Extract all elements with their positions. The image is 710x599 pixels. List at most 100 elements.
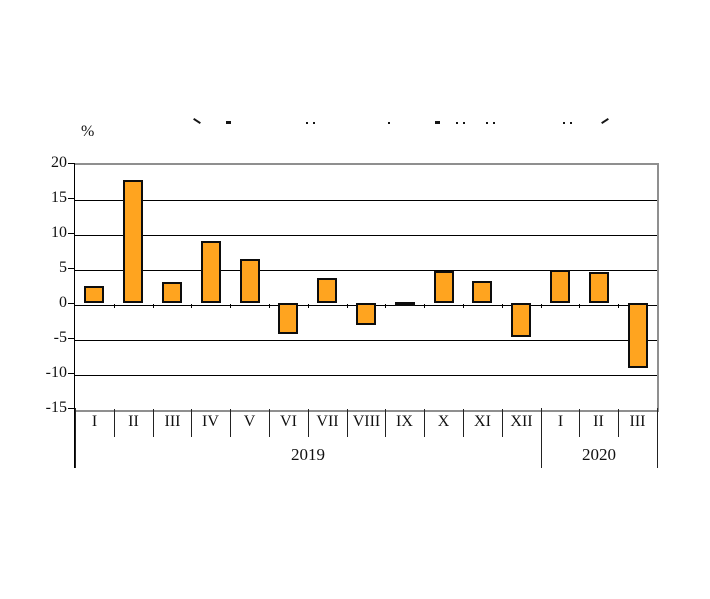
zero-axis-tick (308, 304, 309, 308)
title-fragment (306, 122, 308, 124)
y-axis-tick (68, 373, 74, 374)
month-label: III (164, 413, 181, 430)
erased-title-fragments (0, 0, 710, 130)
bar (434, 271, 454, 303)
month-label: I (91, 413, 98, 430)
zero-axis-tick (114, 304, 115, 308)
zero-axis-tick (463, 304, 464, 308)
month-separator (502, 409, 503, 437)
month-separator (230, 409, 231, 437)
bar (84, 286, 104, 303)
title-fragment (601, 117, 609, 125)
y-axis-label: 10 (51, 224, 67, 241)
year-label: 2020 (582, 445, 616, 464)
y-axis-tick (68, 303, 74, 304)
month-label: II (593, 413, 604, 430)
gridline (75, 340, 657, 341)
zero-axis-tick (424, 304, 425, 308)
month-separator (579, 409, 580, 437)
title-fragment (435, 121, 440, 124)
zero-axis-tick (579, 304, 580, 308)
zero-axis-tick (541, 304, 542, 308)
gridline (75, 235, 657, 236)
y-axis-tick (68, 198, 74, 199)
bar (472, 281, 492, 303)
zero-axis-tick (269, 304, 270, 308)
month-label: XII (510, 413, 533, 430)
bar (356, 303, 376, 325)
y-axis-tick (68, 338, 74, 339)
gridline (75, 200, 657, 201)
title-fragment (193, 117, 201, 125)
y-axis-label: 0 (59, 294, 67, 311)
month-separator (463, 409, 464, 437)
month-label: VIII (352, 413, 381, 430)
y-axis-tick (68, 163, 74, 164)
y-axis-tick (68, 408, 74, 409)
month-label: III (629, 413, 646, 430)
zero-axis-tick (502, 304, 503, 308)
title-fragment (486, 122, 488, 124)
zero-axis-tick (153, 304, 154, 308)
y-axis-label: 15 (51, 189, 67, 206)
y-axis-label: -5 (53, 329, 67, 346)
month-separator (385, 409, 386, 437)
month-label: VI (280, 413, 297, 430)
bar (589, 272, 609, 303)
bar (162, 282, 182, 303)
bar (240, 259, 260, 303)
month-separator (153, 409, 154, 437)
month-separator (618, 409, 619, 437)
title-fragment (493, 122, 495, 124)
month-separator (114, 409, 115, 437)
bar (278, 303, 298, 334)
y-axis-unit-label: % (81, 123, 95, 140)
month-separator (424, 409, 425, 437)
month-label: XI (474, 413, 491, 430)
year-boundary-line (657, 408, 658, 468)
month-separator (347, 409, 348, 437)
month-label: V (243, 413, 256, 430)
zero-axis-tick (230, 304, 231, 308)
title-fragment (456, 122, 458, 124)
zero-axis-tick (191, 304, 192, 308)
month-label: VII (316, 413, 339, 430)
title-fragment (226, 121, 231, 124)
bar (628, 303, 648, 368)
month-separator (191, 409, 192, 437)
bar (201, 241, 221, 303)
zero-axis-tick (385, 304, 386, 308)
year-label: 2019 (291, 445, 325, 464)
month-separator (308, 409, 309, 437)
month-label: I (557, 413, 564, 430)
month-separator (269, 409, 270, 437)
month-label: IX (396, 413, 413, 430)
bar (123, 180, 143, 303)
bar (317, 278, 337, 303)
y-axis-label: 5 (59, 259, 67, 276)
bar (395, 302, 415, 306)
y-axis-tick (68, 233, 74, 234)
title-fragment (463, 122, 465, 124)
month-label: II (128, 413, 139, 430)
title-fragment (563, 122, 565, 124)
year-boundary-line (541, 408, 542, 468)
y-axis-label: -15 (45, 399, 67, 416)
title-fragment (313, 122, 315, 124)
y-axis-label: -10 (45, 364, 67, 381)
y-axis-label: 20 (51, 154, 67, 171)
month-label: IV (202, 413, 219, 430)
month-label: X (437, 413, 450, 430)
gridline (75, 375, 657, 376)
zero-axis-tick (347, 304, 348, 308)
bar (511, 303, 531, 337)
title-fragment (388, 122, 390, 124)
title-fragment (570, 122, 572, 124)
gridline (75, 270, 657, 271)
y-axis-line (74, 163, 75, 468)
year-boundary-line (75, 408, 76, 468)
bar (550, 270, 570, 303)
zero-axis-tick (618, 304, 619, 308)
y-axis-tick (68, 268, 74, 269)
